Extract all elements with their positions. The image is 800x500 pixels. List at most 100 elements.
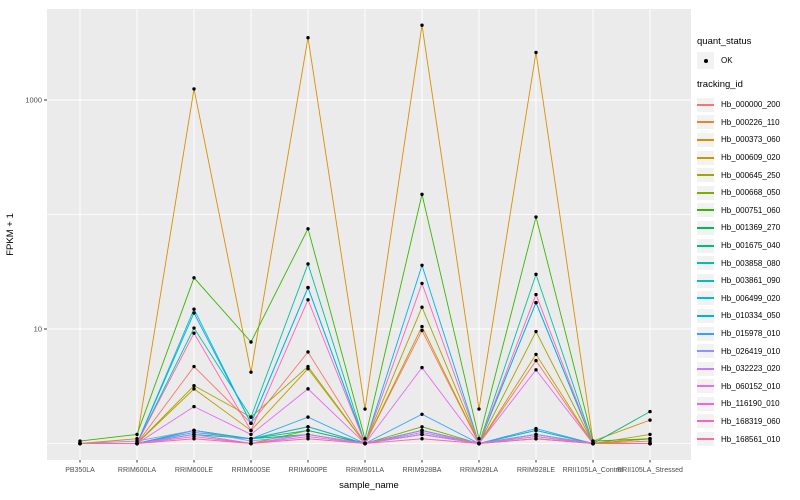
data-point bbox=[477, 437, 481, 441]
data-point bbox=[249, 441, 253, 446]
legend-key-line-icon bbox=[697, 314, 714, 317]
legend-item-label: Hb_026419_010 bbox=[721, 346, 781, 356]
data-point bbox=[78, 441, 82, 446]
legend-key-line-icon bbox=[697, 121, 714, 124]
data-point bbox=[192, 87, 196, 91]
data-point bbox=[648, 432, 652, 437]
data-point bbox=[306, 262, 310, 266]
legend-item-label: Hb_060152_010 bbox=[721, 381, 781, 391]
data-point bbox=[534, 358, 538, 363]
legend-key-box bbox=[697, 256, 714, 271]
legend-title-tracking-id: tracking_id bbox=[697, 79, 743, 90]
legend-item-quant-ok: OK bbox=[697, 52, 797, 69]
data-point bbox=[534, 50, 538, 55]
legend-key-line-icon bbox=[697, 174, 714, 177]
legend-key-line-icon bbox=[697, 420, 714, 423]
data-point bbox=[420, 365, 424, 370]
legend-key-line-icon bbox=[697, 209, 714, 212]
legend-item-Hb_000609_020: Hb_000609_020 bbox=[697, 149, 797, 167]
legend-item-Hb_001675_040: Hb_001675_040 bbox=[697, 237, 797, 255]
data-point bbox=[306, 428, 310, 433]
data-point bbox=[420, 23, 424, 27]
legend-key-box bbox=[697, 185, 714, 200]
legend-key-line-icon bbox=[697, 367, 714, 370]
data-point bbox=[306, 437, 310, 441]
legend-item-Hb_001369_270: Hb_001369_270 bbox=[697, 219, 797, 237]
legend-key-line-icon bbox=[697, 350, 714, 353]
x-tick-label: RRIM928LE bbox=[517, 467, 555, 474]
x-tick-label: RRIM928BA bbox=[403, 467, 442, 474]
data-point bbox=[648, 437, 652, 441]
data-point bbox=[249, 340, 253, 344]
legend-key-box bbox=[697, 291, 714, 306]
legend-item-label: Hb_001369_270 bbox=[721, 223, 781, 233]
legend-key-line-icon bbox=[697, 138, 714, 141]
data-point bbox=[192, 307, 196, 311]
data-point bbox=[192, 437, 196, 441]
legend-key-line-icon bbox=[697, 103, 714, 106]
data-point bbox=[192, 311, 196, 315]
legend-key-line-icon bbox=[697, 226, 714, 229]
legend-key-line-icon bbox=[697, 402, 714, 405]
data-point bbox=[192, 276, 196, 280]
data-point bbox=[192, 404, 196, 409]
data-point bbox=[306, 298, 310, 302]
legend-item-label: Hb_000645_250 bbox=[721, 170, 781, 180]
data-point bbox=[249, 370, 253, 374]
legend-key-box bbox=[697, 52, 714, 69]
data-point bbox=[648, 441, 652, 446]
legend-key-box bbox=[697, 344, 714, 359]
legend-item-Hb_168319_060: Hb_168319_060 bbox=[697, 413, 797, 431]
data-point bbox=[534, 292, 538, 297]
data-point bbox=[135, 441, 139, 446]
legend-item-Hb_000645_250: Hb_000645_250 bbox=[697, 166, 797, 184]
data-point bbox=[477, 407, 481, 411]
data-point bbox=[648, 418, 652, 422]
legend-key-box bbox=[697, 203, 714, 218]
legend-item-Hb_026419_010: Hb_026419_010 bbox=[697, 342, 797, 360]
point-shape-icon bbox=[703, 58, 708, 63]
data-point bbox=[420, 192, 424, 197]
y-axis-title: FPKM + 1 bbox=[5, 213, 16, 256]
legend-item-label: Hb_000226_110 bbox=[721, 117, 780, 127]
x-tick-label: RRIM600LA bbox=[118, 467, 156, 474]
legend-key-box bbox=[697, 361, 714, 376]
x-tick-label: RRIM600PE bbox=[289, 467, 328, 474]
legend-key-box bbox=[697, 273, 714, 288]
legend-item-label: Hb_032223_020 bbox=[721, 364, 781, 374]
data-point bbox=[249, 439, 253, 443]
legend-key-box bbox=[697, 379, 714, 394]
data-point bbox=[420, 425, 424, 429]
legend-item-Hb_032223_020: Hb_032223_020 bbox=[697, 360, 797, 378]
legend-item-label: Hb_010334_050 bbox=[721, 311, 781, 321]
data-point bbox=[192, 331, 196, 335]
data-point bbox=[534, 272, 538, 277]
legend-item-Hb_000373_060: Hb_000373_060 bbox=[697, 131, 797, 149]
legend-item-label: Hb_000000_200 bbox=[721, 100, 781, 110]
data-point bbox=[420, 437, 424, 441]
data-point bbox=[306, 285, 310, 290]
data-point bbox=[306, 227, 310, 231]
legend-item-Hb_000751_060: Hb_000751_060 bbox=[697, 202, 797, 220]
legend-key-box bbox=[697, 168, 714, 183]
legend-panel: quant_status OK tracking_id Hb_000000_20… bbox=[697, 36, 797, 448]
data-point bbox=[420, 281, 424, 286]
legend-key-line-icon bbox=[697, 244, 714, 247]
data-point bbox=[192, 364, 196, 369]
data-point bbox=[306, 432, 310, 437]
data-point bbox=[249, 421, 253, 426]
legend-item-Hb_003858_080: Hb_003858_080 bbox=[697, 254, 797, 272]
data-point bbox=[591, 439, 595, 443]
data-point bbox=[363, 437, 367, 441]
data-point bbox=[363, 407, 367, 411]
legend-key-line-icon bbox=[697, 332, 714, 335]
legend-key-box bbox=[697, 238, 714, 253]
data-point bbox=[306, 364, 310, 369]
legend-key-box bbox=[697, 220, 714, 235]
legend-item-label: Hb_015978_010 bbox=[721, 329, 781, 339]
legend-item-Hb_000668_050: Hb_000668_050 bbox=[697, 184, 797, 202]
x-tick-label: RRII105LA_Control bbox=[563, 467, 624, 474]
data-point bbox=[192, 387, 196, 391]
data-point bbox=[534, 352, 538, 357]
